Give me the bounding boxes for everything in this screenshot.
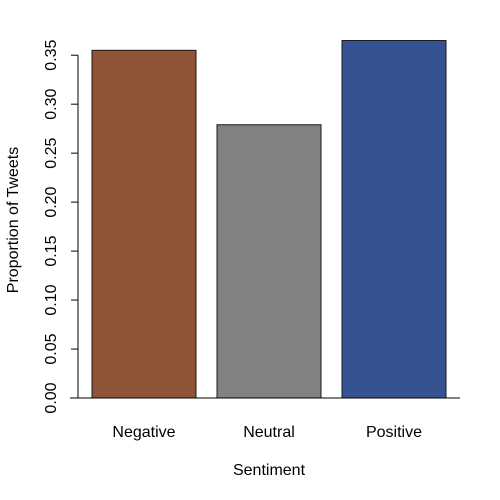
y-tick-label: 0.05	[43, 333, 60, 364]
x-axis-title: Sentiment	[233, 462, 306, 479]
y-tick-label: 0.00	[43, 382, 60, 413]
y-tick-label: 0.20	[43, 186, 60, 217]
x-tick-label-neutral: Neutral	[243, 424, 295, 441]
y-tick-label: 0.35	[43, 40, 60, 71]
bar-neutral	[216, 124, 322, 399]
bar-positive	[341, 40, 447, 399]
bar-negative	[91, 49, 197, 399]
y-tick-label: 0.15	[43, 235, 60, 266]
y-tick-label: 0.30	[43, 89, 60, 120]
x-category-labels: Negative Neutral Positive	[112, 424, 422, 441]
bars-group	[91, 40, 447, 399]
y-axis-title: Proportion of Tweets	[5, 147, 22, 293]
y-tick-label: 0.25	[43, 137, 60, 168]
y-tick-label: 0.10	[43, 284, 60, 315]
x-tick-label-positive: Positive	[366, 424, 422, 441]
x-tick-label-negative: Negative	[112, 424, 175, 441]
y-axis: 0.00 0.05 0.10 0.15 0.20 0.25 0.30 0.35	[43, 40, 79, 414]
